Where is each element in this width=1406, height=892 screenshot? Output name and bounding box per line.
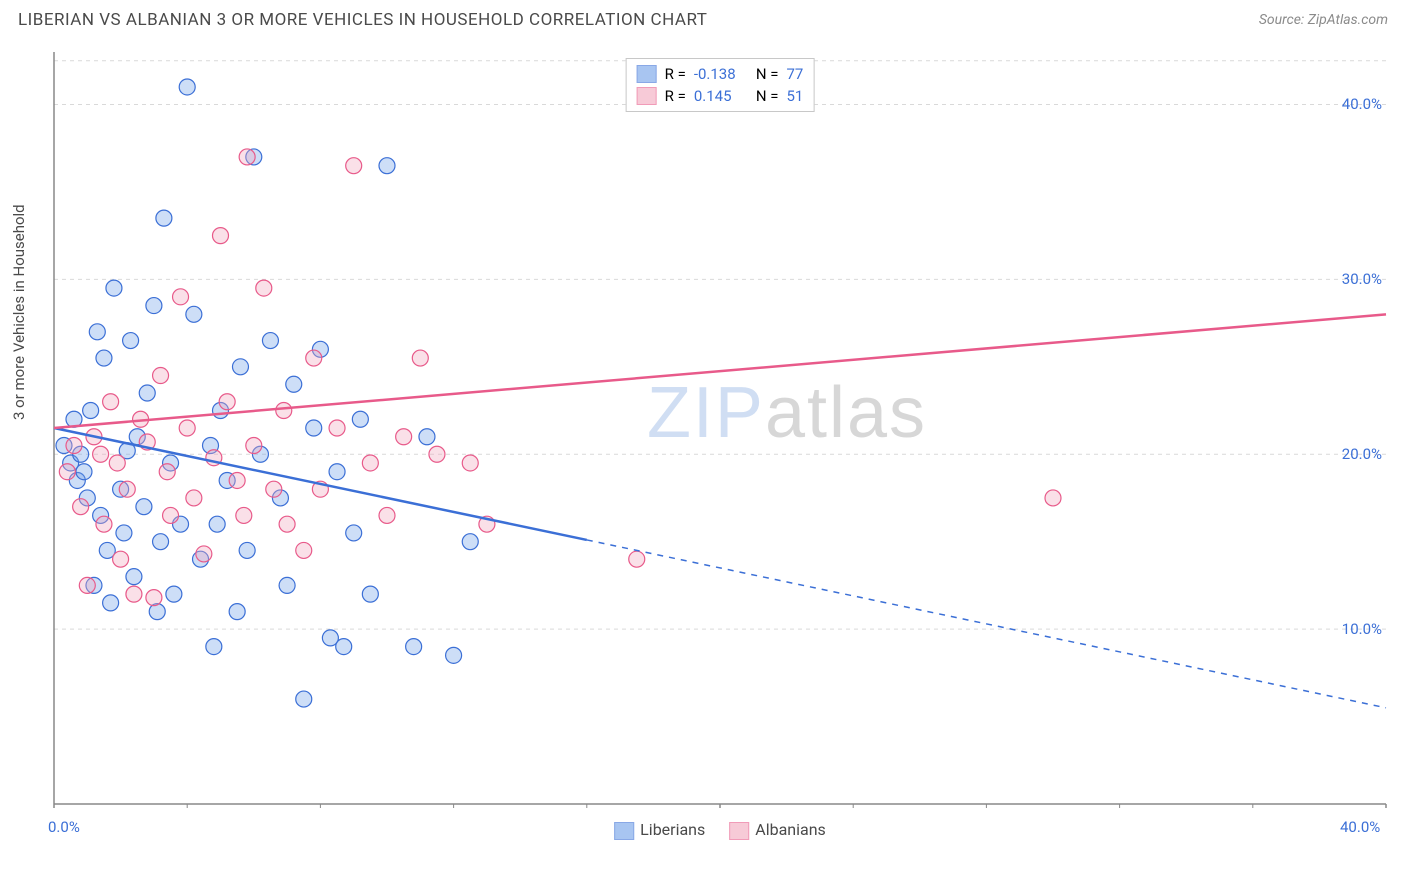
source-label: Source: ZipAtlas.com: [1259, 12, 1388, 28]
legend-swatch: [637, 65, 657, 83]
y-tick-label: 40.0%: [1342, 95, 1382, 113]
legend-r-label: R =: [665, 87, 686, 105]
x-tick-label: 40.0%: [1340, 818, 1380, 836]
legend-r-label: R =: [665, 65, 686, 83]
legend-series: Liberians Albanians: [614, 820, 826, 840]
legend-r-value: -0.138: [694, 65, 748, 83]
y-axis-label: 3 or more Vehicles in Household: [10, 204, 28, 420]
y-tick-label: 30.0%: [1342, 270, 1382, 288]
legend-swatch: [729, 822, 749, 840]
y-tick-label: 20.0%: [1342, 445, 1382, 463]
legend-series-label: Albanians: [755, 820, 826, 839]
legend-row: R = 0.145 N = 51: [637, 85, 804, 107]
x-tick-label: 0.0%: [48, 818, 80, 836]
legend-r-value: 0.145: [694, 87, 748, 105]
legend-series-item: Albanians: [729, 820, 826, 840]
legend-series-label: Liberians: [640, 820, 705, 839]
legend-swatch: [614, 822, 634, 840]
chart-area: ZIPatlas R = -0.138 N = 77 R = 0.145 N =…: [50, 48, 1390, 808]
legend-n-value: 77: [786, 65, 803, 83]
legend-n-label: N =: [756, 87, 779, 105]
legend-n-value: 51: [786, 87, 803, 105]
legend-swatch: [637, 87, 657, 105]
legend-correlation: R = -0.138 N = 77 R = 0.145 N = 51: [626, 58, 815, 112]
chart-title: LIBERIAN VS ALBANIAN 3 OR MORE VEHICLES …: [18, 10, 707, 30]
scatter-plot: [50, 48, 1390, 808]
legend-series-item: Liberians: [614, 820, 705, 840]
legend-n-label: N =: [756, 65, 779, 83]
y-tick-label: 10.0%: [1342, 620, 1382, 638]
legend-row: R = -0.138 N = 77: [637, 63, 804, 85]
